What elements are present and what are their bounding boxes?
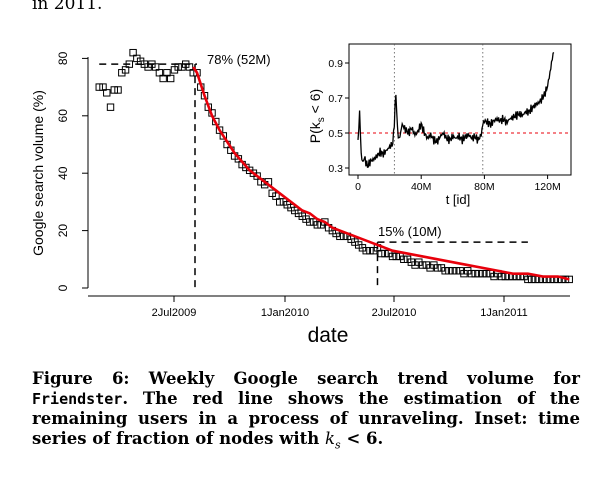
data-point-marker xyxy=(482,269,491,278)
data-point-marker xyxy=(276,198,284,206)
data-point-marker xyxy=(392,252,400,261)
data-point-marker xyxy=(448,267,457,275)
data-point-marker xyxy=(418,261,427,269)
caption-friendster: Friendster xyxy=(32,390,123,408)
data-point-marker xyxy=(381,249,389,258)
inset-frame xyxy=(348,43,572,176)
data-point-marker xyxy=(174,63,182,71)
data-point-marker xyxy=(479,269,487,278)
inset-y-label-prefix: P(k xyxy=(307,121,323,143)
data-point-marker xyxy=(99,83,107,91)
data-point-marker xyxy=(166,74,175,83)
data-point-marker xyxy=(103,89,111,97)
inset-x-tick-label: 40M xyxy=(411,181,431,193)
y-axis-label: Google search volume (%) xyxy=(30,90,46,256)
remaining-users-estimate-line xyxy=(192,66,570,281)
x-tick-label: 2Jul2009 xyxy=(152,307,197,319)
inset-y-label-sub: s xyxy=(316,117,327,122)
data-point-marker xyxy=(155,69,164,77)
data-point-marker xyxy=(159,74,167,83)
data-point-marker xyxy=(400,255,408,264)
data-point-marker xyxy=(114,86,122,94)
data-point-marker xyxy=(531,275,540,284)
data-point-marker xyxy=(452,267,461,275)
figure-caption: Figure 6: Weekly Google search trend vol… xyxy=(32,369,580,455)
caption-math-rest: < 6. xyxy=(340,429,384,448)
data-point-marker xyxy=(95,83,103,91)
data-point-marker xyxy=(129,48,137,57)
data-point-marker xyxy=(272,192,280,200)
data-point-marker xyxy=(185,63,194,71)
data-point-marker xyxy=(163,69,171,77)
data-point-marker xyxy=(445,267,453,275)
data-point-marker xyxy=(219,132,228,140)
inset-x-axis-label: t [id] xyxy=(446,192,471,207)
data-point-marker xyxy=(497,272,506,281)
data-point-marker xyxy=(441,267,449,275)
inset-y-axis-label: P(ks < 6) xyxy=(307,89,327,143)
y-ticks: 0 20 40 60 80 xyxy=(56,51,88,291)
x-axis-label: date xyxy=(308,324,349,347)
data-point-marker xyxy=(106,103,115,111)
inset-y-tick-label: 0.5 xyxy=(328,128,343,140)
caption-middle: . The red line shows the estimation of t… xyxy=(32,389,580,448)
data-point-marker xyxy=(388,252,397,261)
data-point-marker xyxy=(362,246,370,255)
data-point-marker xyxy=(336,232,344,241)
data-point-marker xyxy=(471,269,479,278)
annotation-78-percent: 78% (52M) xyxy=(207,52,271,67)
inset-series-line xyxy=(357,51,555,169)
x-tick-label: 1Jan2010 xyxy=(261,307,309,319)
y-tick-label: 60 xyxy=(56,109,70,123)
inset-x-tick-label: 120M xyxy=(534,181,560,193)
inset-y-tick-label: 0.9 xyxy=(328,58,343,70)
data-point-marker xyxy=(313,221,322,229)
data-point-marker xyxy=(433,264,442,272)
data-point-marker xyxy=(467,269,476,278)
data-point-marker xyxy=(253,172,261,180)
inset-y-tick-label: 0.3 xyxy=(328,163,343,175)
data-point-marker xyxy=(475,269,483,278)
data-point-marker xyxy=(121,66,130,74)
y-tick-label: 80 xyxy=(56,51,70,65)
main-plot: 0 20 40 60 80 2Jul2009 1Jan2010 2Jul2010 1Jan20… xyxy=(30,48,573,347)
data-point-marker xyxy=(215,126,224,134)
x-tick-label: 1Jan2011 xyxy=(480,307,528,319)
inset-y-tick-label: 0.7 xyxy=(328,93,343,105)
data-point-marker xyxy=(110,86,118,94)
inset-plot: 0.3 0.5 0.7 0.9 0 40M 80M 120M P(ks < 6) t [id… xyxy=(307,43,572,207)
caption-math-var: k xyxy=(325,429,336,448)
inset-x-ticks: 0 40M 80M 120M xyxy=(355,175,561,193)
caption-math-sub: s xyxy=(335,438,341,452)
inset-y-label-suffix: < 6) xyxy=(307,89,323,117)
x-ticks: 2Jul2009 1Jan2010 2Jul2010 1Jan2011 xyxy=(152,296,528,319)
annotation-15-percent: 15% (10M) xyxy=(378,224,442,239)
data-point-marker xyxy=(527,275,536,284)
data-point-marker xyxy=(524,275,532,284)
data-point-marker xyxy=(366,246,374,255)
x-tick-label: 2Jul2010 xyxy=(372,307,417,319)
y-tick-label: 0 xyxy=(56,284,70,291)
preceding-paragraph-fragment: in 2011. xyxy=(32,0,103,14)
figure-6: 0 20 40 60 80 2Jul2009 1Jan2010 2Jul2010 1Jan20… xyxy=(30,43,573,347)
y-tick-label: 40 xyxy=(56,166,70,180)
inset-x-tick-label: 0 xyxy=(355,181,361,193)
data-point-marker xyxy=(501,272,510,281)
data-point-marker xyxy=(125,60,134,68)
y-tick-label: 20 xyxy=(56,224,70,238)
data-point-marker xyxy=(377,249,385,258)
caption-prefix: Figure 6: Weekly Google search trend vol… xyxy=(32,369,580,388)
inset-x-tick-label: 80M xyxy=(474,181,494,193)
data-point-marker xyxy=(306,218,314,226)
inset-y-ticks: 0.3 0.5 0.7 0.9 xyxy=(328,58,349,175)
data-point-marker xyxy=(151,63,160,71)
